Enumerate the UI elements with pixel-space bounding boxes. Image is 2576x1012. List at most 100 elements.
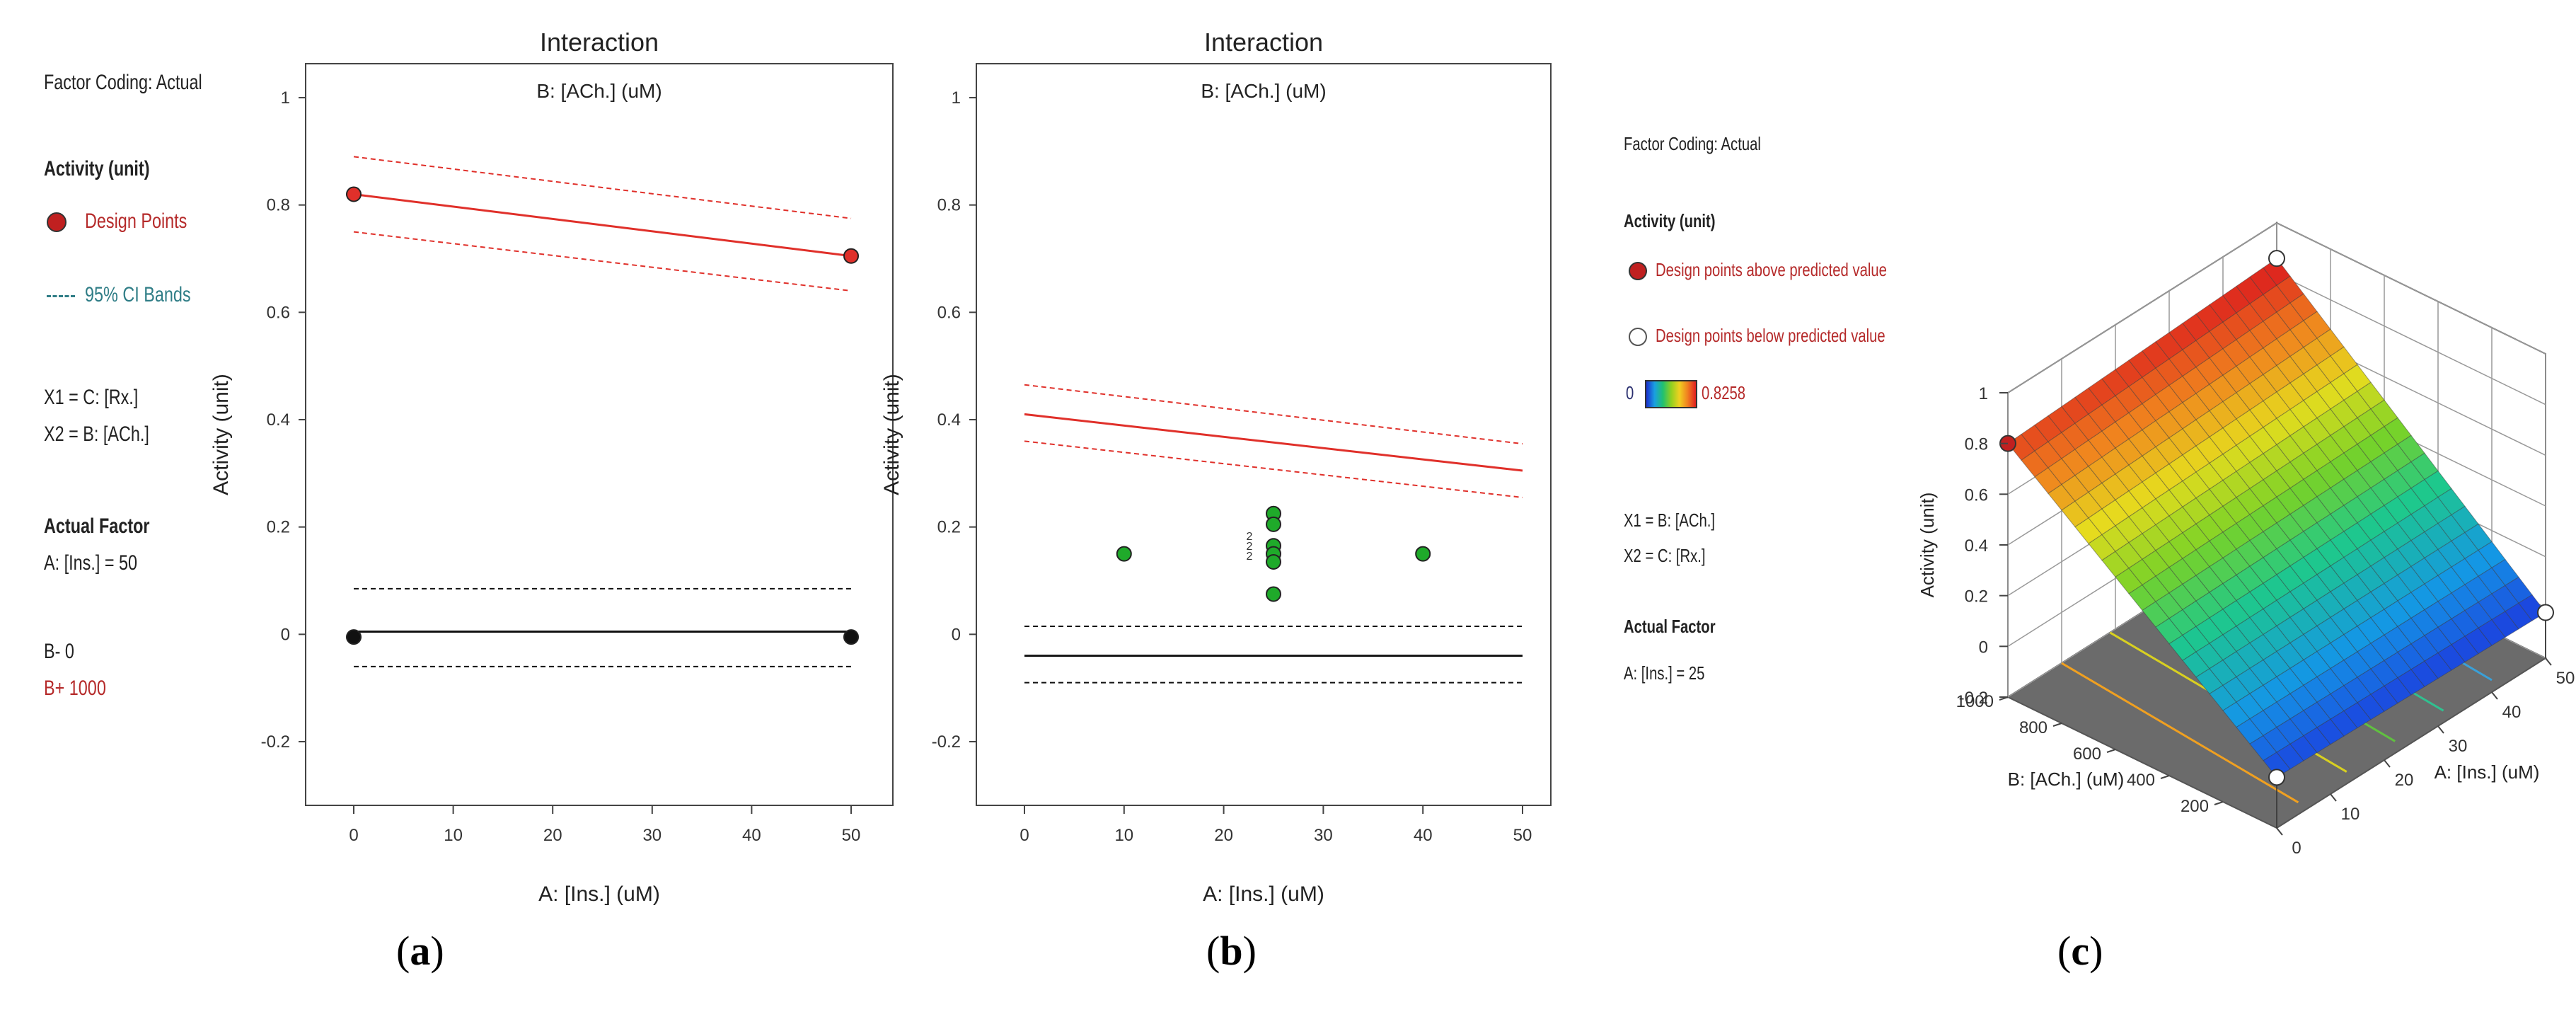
x-tick-label: 20 (543, 826, 562, 845)
b-tick-label: 800 (2019, 718, 2047, 737)
y-tick-label: 0 (281, 625, 290, 644)
b-tick-label: 600 (2073, 744, 2101, 764)
b-tick-label: 400 (2127, 771, 2155, 790)
x-tick-label: 10 (444, 826, 463, 845)
z-tick-label: 0 (1979, 638, 1988, 657)
replicate-count-label: 2 (1247, 531, 1253, 543)
design-point (1116, 546, 1132, 562)
actual-factor-value-c: A: [Ins.] = 25 (1624, 662, 1705, 684)
b-tick (1999, 696, 2009, 701)
replicate-count-label: 2 (1247, 551, 1253, 563)
actual-factor-heading: Actual Factor (44, 514, 150, 538)
design-point (843, 629, 859, 645)
chart-title: Interaction (1204, 28, 1323, 57)
design-point-below-icon (1629, 328, 1647, 346)
z-tick-label: 0.6 (1965, 485, 1988, 505)
ci-band-line (1024, 440, 1523, 498)
plot-frame (976, 63, 1552, 806)
ci-band-line (353, 156, 852, 219)
replicate-count-label: 2 (1247, 541, 1253, 553)
z-tick-label: 1 (1979, 384, 1988, 403)
design-point (1266, 516, 1281, 532)
y-tick-label: 0.2 (937, 518, 961, 537)
a-tick-label: 50 (2556, 669, 2575, 688)
x-axis-label: A: [Ins.] (uM) (1203, 882, 1324, 906)
panel-label-b-text: b (1220, 928, 1243, 974)
chart-subtitle: B: [ACh.] (uM) (1201, 80, 1326, 102)
color-scale-min: 0 (1626, 382, 1634, 403)
z-tick-label: 0.8 (1965, 435, 1988, 454)
x-tick-label: 0 (1020, 826, 1029, 845)
y-tick-label: 0 (952, 625, 961, 644)
b-axis-label: B: [ACh.] (uM) (2008, 769, 2125, 790)
plot-frame (305, 63, 894, 806)
floor-contour-line (2061, 662, 2299, 804)
a-tick-label: 0 (2292, 839, 2301, 858)
design-point-red-icon (47, 212, 67, 232)
x-tick-label: 10 (1114, 826, 1133, 845)
design-point (346, 186, 362, 202)
ci-band-line (353, 231, 852, 292)
ci-band-line (1024, 384, 1523, 445)
x-tick-label: 40 (1414, 826, 1433, 845)
a-tick-label: 30 (2449, 737, 2468, 756)
b-high-label: B+ 1000 (44, 677, 106, 700)
design-point (1266, 553, 1281, 570)
a-tick-label: 10 (2341, 805, 2360, 824)
y-tick-label: 0.4 (937, 410, 961, 430)
z-tick-label: 0.4 (1965, 536, 1988, 556)
below-label: Design points below predicted value (1656, 325, 1885, 346)
b-tick (2106, 749, 2116, 753)
wall-gridline (2276, 222, 2546, 355)
panel-label-c-text: c (2071, 928, 2090, 974)
actual-factor-heading-c: Actual Factor (1624, 616, 1716, 637)
chart-title: Interaction (540, 28, 659, 57)
x2-label: X2 = B: [ACh.] (44, 422, 149, 446)
actual-factor-value: A: [Ins.] = 50 (44, 551, 138, 575)
x-tick-label: 20 (1214, 826, 1233, 845)
y-tick-label: -0.2 (261, 732, 290, 752)
wall-gridline (2276, 272, 2546, 406)
y-tick-label: 0.6 (937, 303, 961, 322)
panel-label-a-text: a (410, 928, 431, 974)
x-axis-label: A: [Ins.] (uM) (538, 882, 660, 906)
a-tick (2437, 725, 2444, 734)
a-tick (2545, 657, 2552, 666)
design-point (843, 248, 859, 264)
design-points-label: Design Points (85, 209, 187, 233)
series-line (1024, 413, 1523, 472)
b-tick-label: 200 (2181, 797, 2209, 816)
a-tick-label: 40 (2502, 703, 2522, 722)
y-tick-label: 0.4 (267, 410, 290, 430)
y-axis-label: Activity (unit) (880, 374, 903, 495)
y-tick-label: 1 (281, 88, 290, 108)
x-tick-label: 30 (642, 826, 662, 845)
x-tick-label: 30 (1314, 826, 1333, 845)
design-point-below (2268, 769, 2285, 786)
color-scale-bar (1645, 380, 1697, 408)
factor-coding-label-c: Factor Coding: Actual (1624, 133, 1761, 154)
ci-band-dashed-icon (47, 295, 75, 297)
a-tick (2491, 691, 2498, 700)
color-scale-max: 0.8258 (1702, 382, 1746, 403)
panel-label-c: (c) (2057, 928, 2103, 974)
a-tick (2330, 793, 2337, 802)
z-axis-label: Activity (unit) (1917, 493, 1938, 598)
response-heading-c: Activity (unit) (1624, 210, 1716, 231)
x1-label: X1 = C: [Rx.] (44, 386, 139, 409)
design-point-below (2537, 604, 2554, 621)
x2-label-c: X2 = C: [Rx.] (1624, 545, 1706, 566)
above-label: Design points above predicted value (1656, 259, 1887, 280)
ci-bands-label: 95% CI Bands (85, 283, 191, 306)
y-tick-label: 1 (952, 88, 961, 108)
x-tick-label: 50 (1513, 826, 1532, 845)
y-tick-label: 0.2 (267, 518, 290, 537)
panel-label-a: (a) (396, 928, 444, 974)
b-low-label: B- 0 (44, 640, 74, 663)
design-point-above-icon (1629, 262, 1647, 280)
series-line (353, 193, 852, 258)
design-point (1266, 586, 1281, 602)
a-tick (2276, 827, 2283, 836)
